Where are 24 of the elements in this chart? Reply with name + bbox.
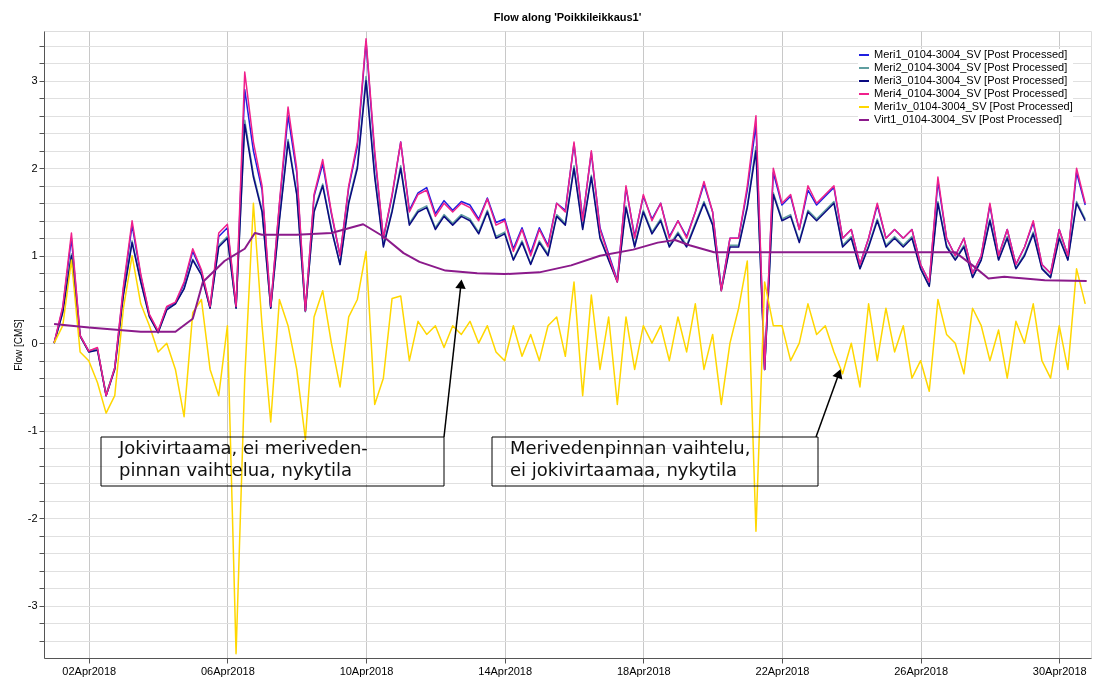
legend-label: Meri2_0104-3004_SV [Post Processed] (874, 61, 1068, 73)
x-tick-label: 18Apr2018 (616, 664, 671, 677)
x-tick-label: 02Apr2018 (62, 664, 117, 677)
y-tick-label: -2 (27, 511, 38, 524)
y-tick-label: 1 (31, 249, 38, 262)
y-tick-label: 0 (31, 336, 38, 349)
y-tick-label: -1 (27, 424, 38, 437)
y-tick-label: -3 (27, 599, 38, 612)
annotation: Merivedenpinnan vaihtelu, ei jokivirtaamaa, nykytila (510, 437, 751, 480)
x-tick-label: 10Apr2018 (339, 664, 394, 677)
legend-label: Meri4_0104-3004_SV [Post Processed] (874, 87, 1068, 99)
x-tick-label: 30Apr2018 (1032, 664, 1087, 677)
y-tick-label: 3 (31, 74, 38, 87)
legend-label: Meri1v_0104-3004_SV [Post Processed] (874, 100, 1073, 112)
legend-label: Meri3_0104-3004_SV [Post Processed] (874, 74, 1068, 86)
x-tick-label: 26Apr2018 (894, 664, 949, 677)
y-axis-title: Flow [CMS] (12, 318, 24, 371)
x-tick-label: 22Apr2018 (755, 664, 810, 677)
legend-label: Virt1_0104-3004_SV [Post Processed] (874, 113, 1063, 125)
x-tick-label: 06Apr2018 (200, 664, 255, 677)
legend-label: Meri1_0104-3004_SV [Post Processed] (874, 48, 1068, 60)
chart-title: Flow along 'Poikkileikkaus1' (493, 11, 642, 23)
y-tick-label: 2 (31, 161, 38, 174)
x-tick-label: 14Apr2018 (478, 664, 533, 677)
